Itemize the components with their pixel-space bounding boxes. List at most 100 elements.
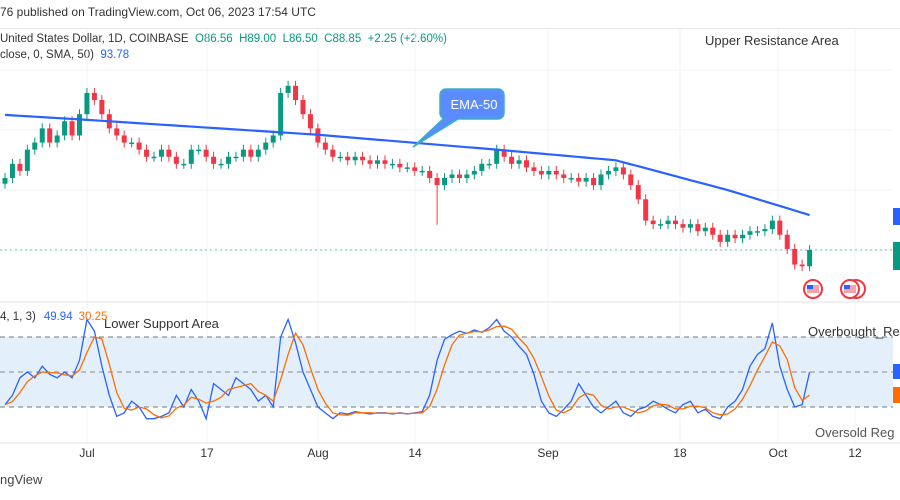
- candle: [516, 160, 522, 164]
- stoch-d-value: 30.25: [79, 311, 108, 323]
- ema50-line: [4, 113, 810, 217]
- candle: [531, 167, 537, 171]
- ema-callout[interactable]: EMA-50: [412, 88, 505, 148]
- time-axis-label: 12: [848, 446, 862, 460]
- candle: [613, 167, 619, 171]
- published-header: 76 published on TradingView.com, Oct 06,…: [0, 5, 316, 19]
- time-axis-label: Jul: [79, 446, 94, 460]
- candle: [725, 234, 731, 242]
- header-divider: [0, 28, 900, 29]
- candle: [114, 128, 120, 136]
- candle: [494, 149, 500, 164]
- oversold-label: Oversold Reg: [815, 425, 894, 440]
- candle: [84, 92, 90, 115]
- candle: [218, 163, 224, 166]
- sma-label[interactable]: close, 0, SMA, 50): [0, 49, 94, 61]
- ohlc-close: C88.85: [324, 33, 362, 45]
- candle: [732, 234, 738, 239]
- time-axis-label: Aug: [307, 446, 328, 460]
- sma-value: 93.78: [100, 49, 130, 61]
- us-flag-event-icon[interactable]: [803, 279, 823, 299]
- candle: [196, 149, 202, 152]
- upper-resistance-label: Upper Resistance Area: [705, 33, 839, 48]
- symbol-name[interactable]: United States Dollar, 1D, COINBASE: [0, 33, 189, 45]
- candle: [270, 135, 276, 143]
- candle: [546, 170, 552, 175]
- ohlc-low: L86.50: [282, 33, 318, 45]
- time-axis: Jul 17 Aug 14 Sep 18 Oct 12: [79, 446, 862, 460]
- ohlc-high: H89.00: [239, 33, 277, 45]
- candle: [151, 156, 157, 159]
- candle: [784, 234, 790, 249]
- candle: [807, 250, 813, 267]
- stoch-params: 4, 1, 3): [0, 311, 36, 323]
- candle: [397, 163, 403, 168]
- candle: [792, 248, 798, 265]
- candle: [762, 229, 768, 232]
- candle: [91, 92, 97, 100]
- candle: [434, 178, 440, 186]
- candle: [337, 156, 343, 159]
- candle: [375, 160, 380, 164]
- symbol-legend: United States Dollar, 1D, COINBASE O86.5…: [0, 33, 447, 45]
- candle: [769, 220, 775, 230]
- candle: [181, 163, 187, 166]
- candle: [263, 142, 269, 150]
- candles: [2, 80, 813, 272]
- candle: [345, 156, 351, 161]
- candle: [166, 149, 172, 157]
- candle: [99, 100, 105, 115]
- candle: [680, 224, 686, 228]
- brand-footer: ngView: [0, 472, 43, 487]
- lower-support-label: Lower Support Area: [104, 316, 220, 331]
- candle: [77, 114, 82, 136]
- candle: [382, 160, 388, 164]
- candle: [2, 178, 8, 184]
- candle: [561, 174, 567, 179]
- candle: [643, 199, 649, 221]
- candle: [419, 170, 425, 173]
- ohlc-change: +2.25 (+2.60%): [367, 33, 447, 45]
- candle: [129, 142, 135, 145]
- candle: [9, 163, 15, 179]
- candle: [740, 234, 746, 239]
- candle: [747, 231, 753, 235]
- candle: [17, 163, 23, 171]
- candle: [717, 234, 723, 242]
- candle: [248, 149, 254, 157]
- candle: [658, 224, 664, 226]
- ohlc-open: O86.56: [194, 33, 233, 45]
- candle: [121, 135, 127, 143]
- candle: [211, 156, 217, 164]
- candle: [158, 149, 164, 157]
- candle: [389, 163, 395, 166]
- candle: [352, 156, 358, 161]
- candle: [471, 170, 477, 175]
- candle: [233, 156, 239, 159]
- candle: [39, 128, 45, 143]
- candle: [486, 163, 492, 166]
- us-flag-event-icon[interactable]: [840, 279, 866, 299]
- candle: [449, 174, 455, 179]
- candle: [62, 121, 68, 136]
- candle: [69, 121, 75, 136]
- d-value-tag: [893, 387, 900, 403]
- time-axis-label: Oct: [769, 446, 788, 460]
- candle: [427, 170, 433, 179]
- candle: [412, 167, 418, 171]
- candle: [203, 149, 209, 157]
- candle: [628, 174, 634, 186]
- candle: [330, 149, 336, 157]
- stoch-d-line: [4, 325, 810, 419]
- candle: [479, 163, 485, 171]
- candle: [300, 100, 306, 115]
- stoch-legend: 4, 1, 3) 49.94 30.25: [0, 311, 107, 323]
- candle: [322, 142, 328, 150]
- candle: [695, 224, 701, 232]
- candle: [240, 149, 246, 157]
- candle: [799, 264, 805, 267]
- candle: [307, 114, 313, 129]
- candle: [605, 170, 611, 175]
- k-value-tag: [893, 364, 900, 379]
